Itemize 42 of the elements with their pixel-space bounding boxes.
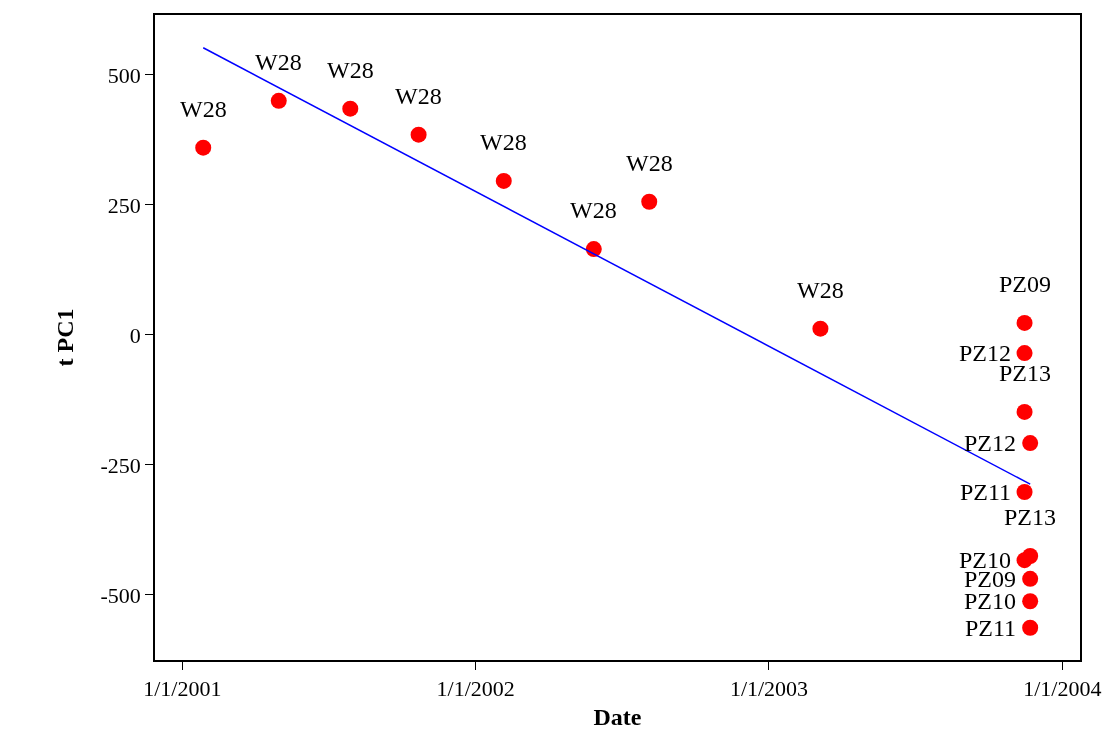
annotation: PZ12 [964, 430, 1017, 456]
point [1022, 619, 1039, 636]
point [641, 193, 658, 210]
point [1022, 593, 1039, 610]
annotation: PZ11 [960, 479, 1012, 505]
annotation: W28 [626, 150, 673, 176]
point [195, 139, 212, 156]
point [1016, 314, 1033, 331]
point [812, 320, 829, 337]
x-tick-label: 1/1/2002 [436, 676, 515, 702]
point [1016, 483, 1033, 500]
y-tick-label: -500 [100, 582, 141, 608]
point [1016, 403, 1033, 420]
annotation: PZ10 [959, 547, 1012, 573]
annotation: W28 [255, 49, 302, 75]
point [1016, 552, 1033, 569]
y-tick-label: 250 [107, 192, 141, 218]
point [270, 92, 287, 109]
annotation: W28 [327, 57, 374, 83]
x-tick-label: 1/1/2004 [1023, 676, 1102, 702]
x-tick-label: 1/1/2003 [729, 676, 809, 702]
annotation: W28 [395, 83, 442, 109]
annotation: PZ10 [964, 588, 1017, 614]
annotation: W28 [480, 129, 527, 155]
y-axis-title: t PC1 [52, 308, 79, 367]
y-tick-label: 0 [129, 322, 141, 348]
point [1022, 435, 1039, 452]
x-axis-title: Date [593, 703, 642, 730]
annotation: PZ09 [999, 271, 1052, 297]
x-tick-label: 1/1/2001 [143, 676, 222, 702]
annotation: W28 [570, 197, 617, 223]
point [1016, 345, 1033, 362]
annotation: W28 [180, 96, 227, 122]
y-tick-label: -250 [100, 452, 141, 478]
annotation: W28 [797, 277, 844, 303]
point [495, 172, 512, 189]
point [1022, 570, 1039, 587]
y-tick-label: 500 [107, 62, 141, 88]
point [342, 100, 359, 117]
annotation: PZ13 [1004, 504, 1057, 530]
point [410, 126, 427, 143]
annotation: PZ11 [965, 615, 1017, 641]
